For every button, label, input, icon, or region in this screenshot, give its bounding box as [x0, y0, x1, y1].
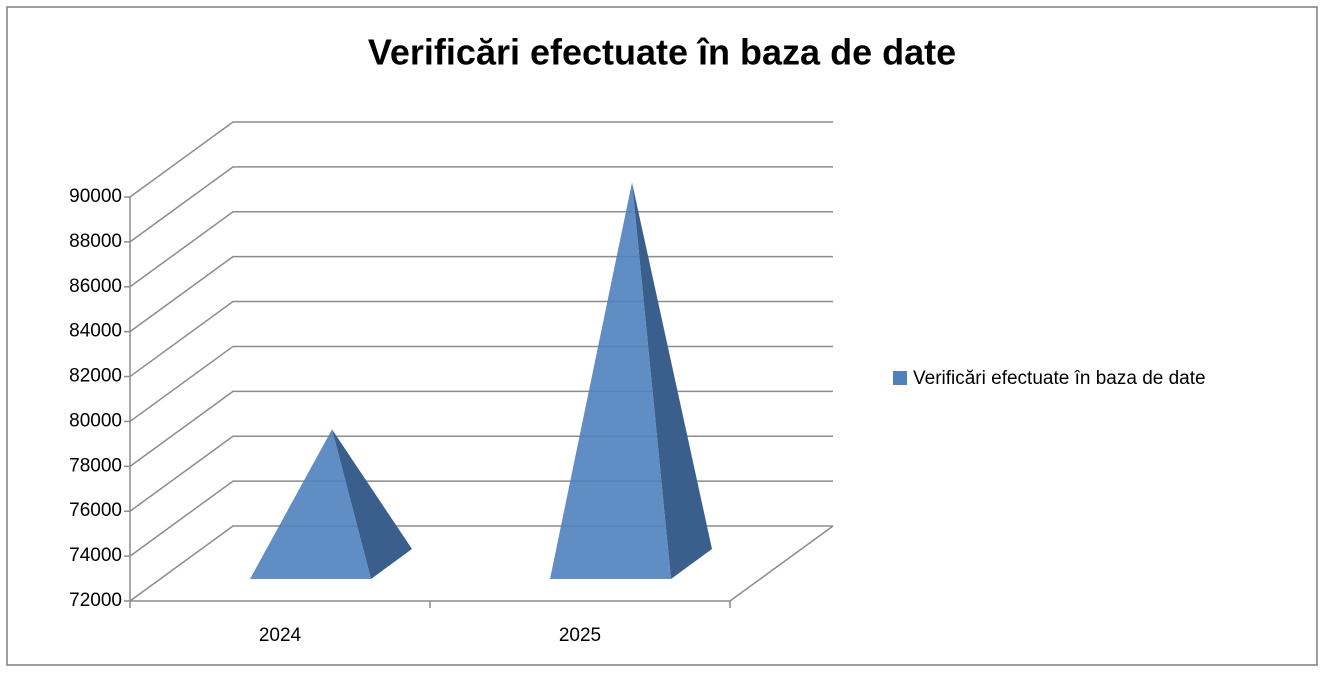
legend-swatch: [893, 371, 907, 385]
y-tick-label: 82000: [69, 366, 122, 387]
grid-line: [129, 166, 833, 243]
y-tick-label: 74000: [69, 545, 122, 566]
pyramid-front: [550, 182, 671, 579]
x-tick-label: 2025: [559, 625, 601, 646]
y-tick-label: 90000: [69, 186, 122, 207]
chart-title: Verificări efectuate în baza de date: [368, 32, 956, 73]
x-tick-label: 2024: [259, 625, 302, 646]
pyramid-front: [250, 429, 371, 579]
legend-label: Verificări efectuate în baza de date: [913, 368, 1206, 389]
y-tick-label: 84000: [69, 321, 122, 342]
y-tick-label: 80000: [69, 410, 122, 431]
pyramid-side: [332, 429, 412, 579]
y-tick-label: 78000: [69, 455, 122, 476]
y-tick-label: 76000: [69, 500, 122, 521]
grid-line: [129, 121, 833, 198]
y-tick-label: 88000: [69, 231, 122, 252]
y-tick-label: 86000: [69, 276, 122, 297]
pyramid-side: [632, 182, 712, 579]
y-tick-label: 72000: [69, 590, 122, 611]
